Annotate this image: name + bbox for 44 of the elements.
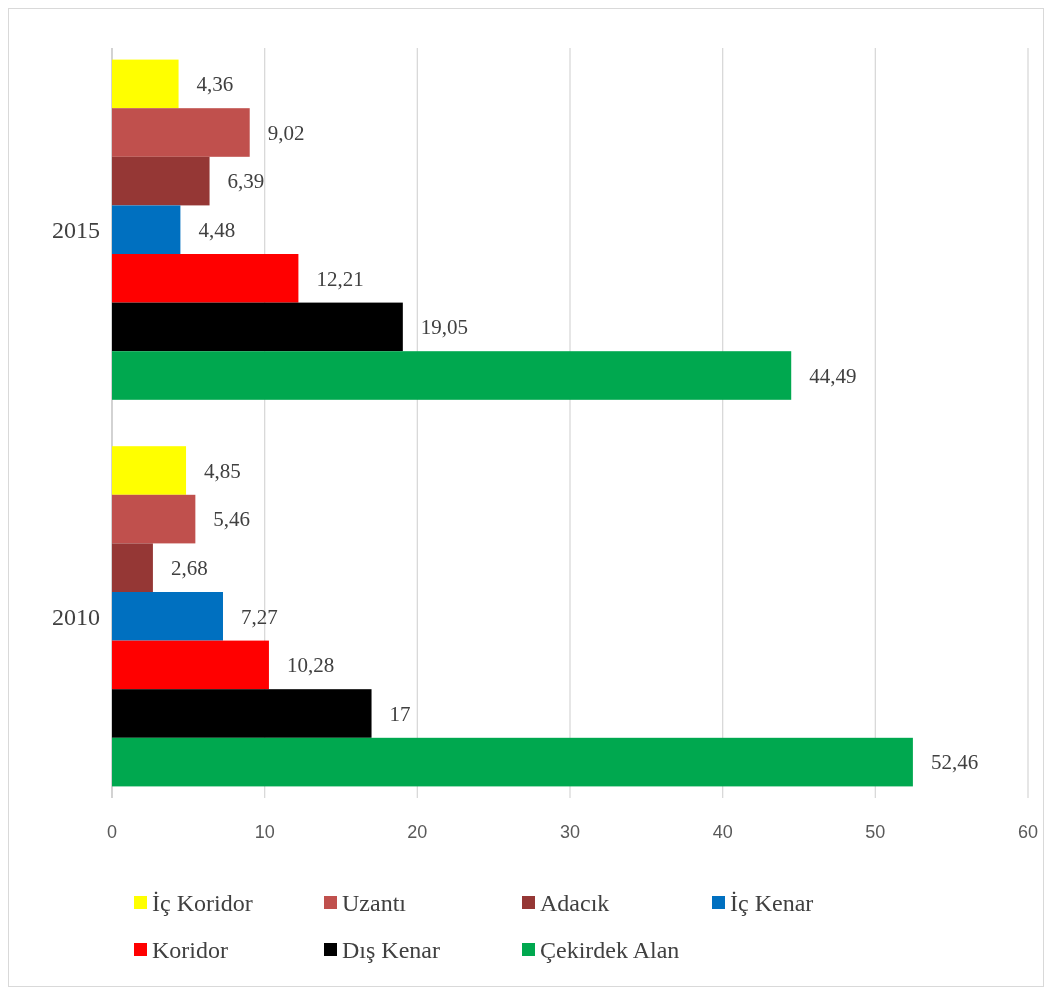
data-label: 17 bbox=[389, 701, 411, 726]
data-label: 9,02 bbox=[267, 120, 305, 145]
data-label: 52,46 bbox=[930, 750, 979, 775]
x-tick-label: 20 bbox=[407, 822, 428, 842]
data-label: 12,21 bbox=[316, 266, 364, 291]
bar bbox=[112, 592, 223, 641]
legend-label: İç Kenar bbox=[730, 890, 814, 917]
bar bbox=[112, 156, 210, 206]
data-label: 10,28 bbox=[286, 653, 335, 678]
data-label: 44,49 bbox=[809, 363, 857, 388]
legend-label: Çekirdek Alan bbox=[540, 937, 680, 964]
bar bbox=[112, 640, 269, 690]
bar bbox=[112, 689, 372, 738]
x-tick-label: 30 bbox=[559, 822, 581, 842]
bar bbox=[112, 205, 181, 254]
data-label: 4,36 bbox=[196, 72, 234, 97]
bar bbox=[112, 494, 196, 544]
y-tick-label: 2015 bbox=[52, 217, 100, 244]
legend-label: Uzantı bbox=[342, 890, 407, 917]
legend-label: Adacık bbox=[540, 890, 610, 917]
data-label: 4,48 bbox=[198, 218, 236, 243]
x-tick-label: 50 bbox=[865, 822, 886, 842]
bar bbox=[112, 59, 179, 109]
x-tick-label: 40 bbox=[712, 822, 733, 842]
data-label: 4,85 bbox=[204, 458, 241, 483]
legend-label: Dış Kenar bbox=[342, 937, 440, 964]
bar bbox=[112, 543, 153, 592]
data-label: 19,05 bbox=[420, 315, 469, 340]
legend-label: Koridor bbox=[152, 937, 228, 964]
x-tick-label: 10 bbox=[254, 822, 275, 842]
data-label: 6,39 bbox=[227, 169, 265, 194]
x-tick-label: 0 bbox=[106, 822, 118, 842]
bar bbox=[112, 302, 403, 352]
bar bbox=[112, 446, 187, 495]
bar bbox=[112, 737, 913, 787]
data-label: 5,46 bbox=[213, 507, 251, 532]
bar bbox=[112, 108, 250, 157]
x-tick-label: 60 bbox=[1017, 822, 1039, 842]
data-label: 2,68 bbox=[170, 556, 208, 581]
bar bbox=[112, 351, 792, 400]
legend-label: İç Koridor bbox=[152, 890, 253, 917]
y-tick-label: 2010 bbox=[52, 603, 100, 630]
data-label: 7,27 bbox=[240, 604, 278, 629]
bar bbox=[112, 254, 299, 303]
